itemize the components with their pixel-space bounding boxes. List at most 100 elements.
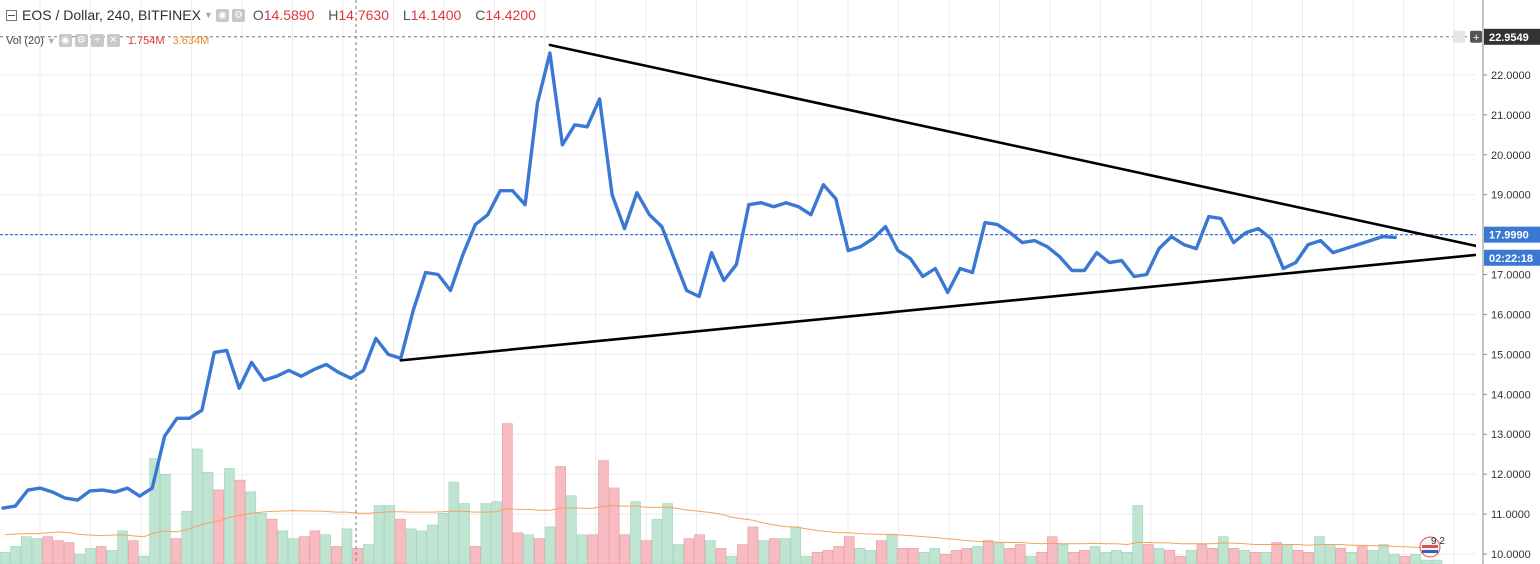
price-line [1,51,1397,510]
low-key: L [402,7,411,23]
volume-bar [277,530,289,564]
volume-bar [598,460,609,564]
volume-eye-icon[interactable]: ◉ [58,34,72,47]
session-marker-stripe [1422,545,1438,548]
volume-bar [1292,550,1304,564]
y-tick-label: 19.0000 [1491,190,1531,202]
volume-bar [886,534,898,564]
volume-close-icon[interactable]: ✕ [106,34,120,47]
volume-bar [1164,550,1176,564]
volume-bar [726,555,737,564]
volume-bar [769,538,780,564]
volume-bar [715,548,727,564]
volume-bar [1025,555,1037,564]
volume-bar [1335,548,1347,564]
volume-ma-line [4,504,1438,549]
volume-bar [245,491,257,564]
volume-chevron-icon[interactable]: ▼ [46,35,56,46]
volume-bar [918,551,930,564]
volume-bar [640,540,652,564]
y-tick-label: 11.0000 [1491,509,1530,521]
volume-bar [234,479,246,564]
collapse-icon[interactable] [6,9,17,21]
y-tick-label: 14.0000 [1491,389,1531,401]
volume-bar [74,553,86,564]
volume-bar [352,548,363,564]
symbol-title[interactable]: EOS / Dollar, 240, BITFINEX [22,7,201,23]
volume-bar [512,532,524,564]
volume-bar [961,548,973,564]
price-axis-panel [1476,0,1540,564]
close-key: C [475,7,486,23]
volume-bar [42,536,54,564]
volume-plus-icon[interactable]: + [90,34,104,47]
eye-icon[interactable]: ◉ [215,8,229,22]
volume-bar [1314,536,1325,564]
volume-bar [501,423,513,564]
volume-bar [833,546,844,564]
crosshair-price-text: 22.9549 [1489,32,1529,44]
crosshair-menu-button[interactable] [1453,30,1465,43]
volume-bar [875,540,887,564]
volume-bar [811,551,823,564]
crosshair-plus-icon: + [1473,32,1479,44]
y-tick-label: 15.0000 [1491,349,1531,361]
volume-bar [309,530,321,564]
volume-bar [437,512,449,564]
volume-bar [1250,551,1261,564]
volume-bar [170,538,182,564]
open-key: O [252,7,264,23]
volume-bar [1431,559,1443,564]
y-tick-label: 20.0000 [1491,150,1531,162]
volume-bar [288,538,299,564]
gear-icon[interactable]: ⚙ [231,8,245,22]
volume-bar [1410,553,1421,564]
high-value: 14.7630 [338,7,389,23]
volume-bar [1271,542,1283,564]
volume-label[interactable]: Vol (20) [6,34,44,47]
volume-bar [1057,544,1069,564]
volume-bar [897,548,908,564]
y-tick-label: 22.0000 [1491,70,1531,82]
volume-bar [1207,548,1218,564]
volume-gear-icon[interactable]: ⚙ [74,34,88,47]
volume-bar [1303,551,1315,564]
countdown-tag [1484,249,1540,266]
volume-bar [651,518,663,564]
high-key: H [328,7,339,23]
volume-bar [138,555,150,564]
current-price-tag [1484,226,1540,243]
low-value: 14.1400 [410,7,462,23]
y-tick-label: 21.0000 [1491,110,1531,122]
volume-bar [801,555,812,564]
volume-bar [202,472,214,564]
volume-bar [459,503,470,564]
trendline-lower [399,253,1481,362]
volume-bar [523,534,534,564]
volume-bar [149,458,160,564]
y-tick-label: 17.0000 [1491,270,1531,282]
crosshair-plus-button[interactable] [1470,30,1482,43]
volume-bar [1421,559,1432,564]
volume-bar [1260,551,1272,564]
chevron-down-icon[interactable]: ▼ [203,10,213,20]
volume-bar [1079,550,1090,564]
volume-bar [1217,536,1229,564]
volume-bar [1228,548,1240,564]
volume-bar [256,512,267,564]
symbol-legend: EOS / Dollar, 240, BITFINEX ▼ ◉ ⚙ O14.58… [6,7,546,23]
open-value: 14.5890 [263,7,315,23]
volume-bar [1185,550,1197,564]
volume-bar [416,530,428,564]
volume-bar [330,546,342,564]
volume-bar [373,505,385,564]
volume-bar [1346,551,1357,564]
volume-bar [1089,546,1101,564]
volume-bar [405,528,417,564]
volume-bar [822,550,834,564]
volume-bar [993,542,1005,564]
volume-bar [843,536,855,564]
volume-bar [1111,550,1122,564]
volume-bar [544,526,556,564]
